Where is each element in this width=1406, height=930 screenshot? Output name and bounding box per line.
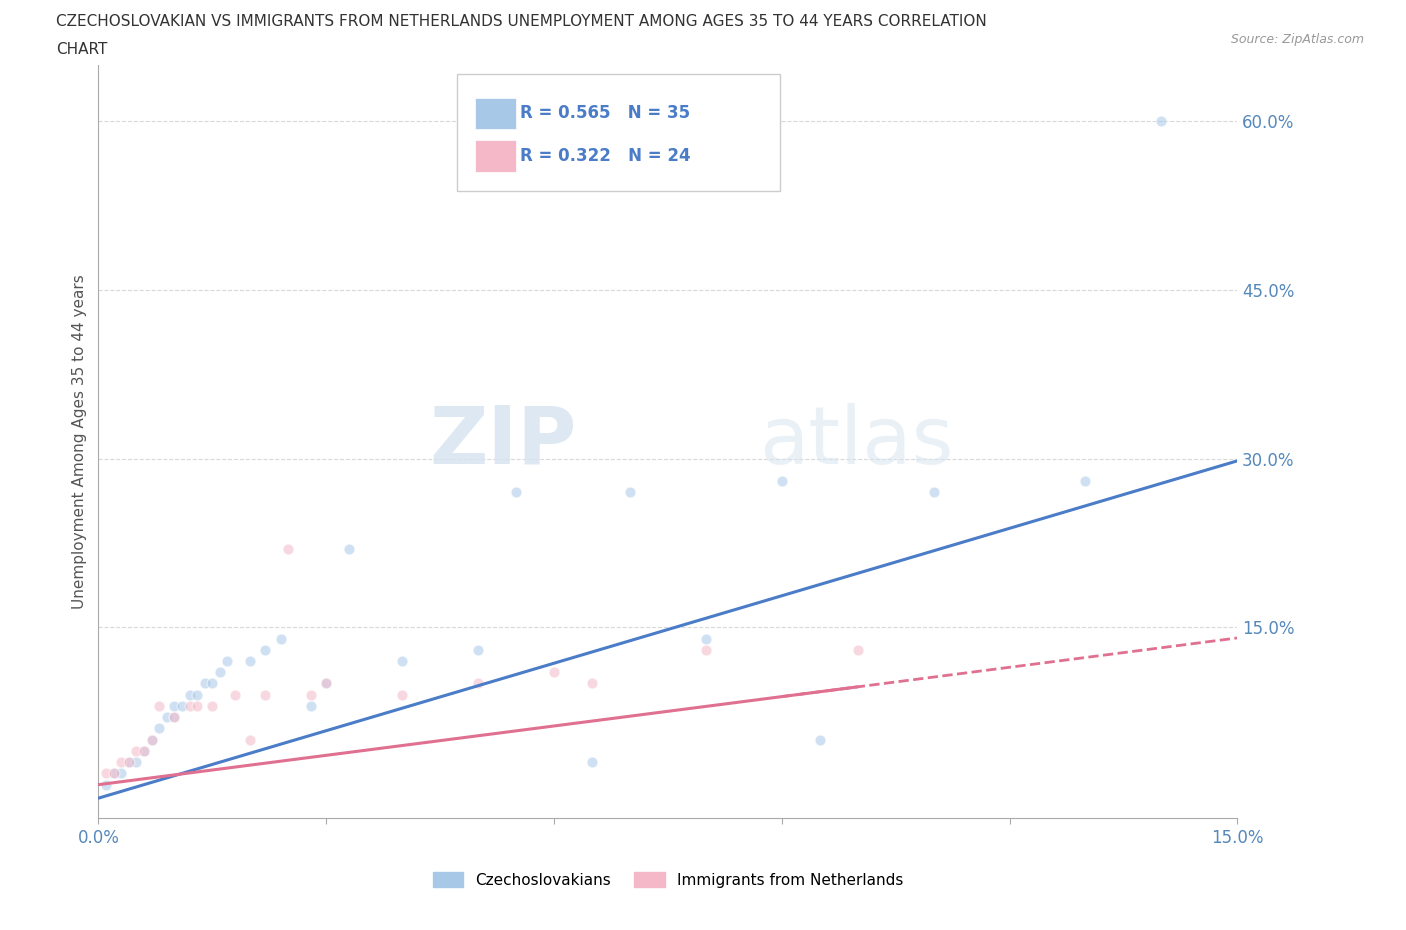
Point xyxy=(170,698,193,713)
Point xyxy=(103,766,125,781)
Point xyxy=(103,766,125,781)
Point xyxy=(156,710,179,724)
Point xyxy=(110,755,132,770)
Point xyxy=(391,654,413,669)
Point xyxy=(922,485,945,499)
Point xyxy=(208,665,231,680)
Point xyxy=(94,777,117,792)
Legend: Czechoslovakians, Immigrants from Netherlands: Czechoslovakians, Immigrants from Nether… xyxy=(426,866,910,894)
Point xyxy=(217,654,239,669)
Point xyxy=(581,676,603,691)
Point xyxy=(201,698,224,713)
Point xyxy=(299,687,322,702)
Point xyxy=(110,766,132,781)
Point xyxy=(94,766,117,781)
Point xyxy=(239,654,262,669)
Point xyxy=(1150,113,1173,128)
Point xyxy=(118,755,141,770)
Point xyxy=(299,698,322,713)
Point xyxy=(543,665,565,680)
Point xyxy=(141,732,163,747)
Point xyxy=(148,721,170,736)
Y-axis label: Unemployment Among Ages 35 to 44 years: Unemployment Among Ages 35 to 44 years xyxy=(72,274,87,609)
Point xyxy=(239,732,262,747)
Point xyxy=(179,698,201,713)
Point xyxy=(467,676,489,691)
Point xyxy=(505,485,527,499)
Point xyxy=(141,732,163,747)
Point xyxy=(391,687,413,702)
Point xyxy=(163,698,186,713)
Point xyxy=(194,676,217,691)
Text: CHART: CHART xyxy=(56,42,108,57)
Text: ZIP: ZIP xyxy=(429,403,576,481)
Point xyxy=(186,698,208,713)
Point xyxy=(179,687,201,702)
Point xyxy=(125,743,148,758)
Point xyxy=(695,631,717,646)
Point xyxy=(315,676,337,691)
Text: R = 0.565   N = 35: R = 0.565 N = 35 xyxy=(520,104,690,123)
Point xyxy=(808,732,831,747)
Point xyxy=(270,631,292,646)
Point xyxy=(846,643,869,658)
Point xyxy=(118,755,141,770)
Point xyxy=(770,473,793,488)
Point xyxy=(125,755,148,770)
Point xyxy=(337,541,360,556)
Point xyxy=(163,710,186,724)
Point xyxy=(619,485,641,499)
Point xyxy=(186,687,208,702)
Point xyxy=(254,643,277,658)
Point xyxy=(132,743,155,758)
Point xyxy=(277,541,299,556)
Point xyxy=(148,698,170,713)
Text: CZECHOSLOVAKIAN VS IMMIGRANTS FROM NETHERLANDS UNEMPLOYMENT AMONG AGES 35 TO 44 : CZECHOSLOVAKIAN VS IMMIGRANTS FROM NETHE… xyxy=(56,14,987,29)
Text: Source: ZipAtlas.com: Source: ZipAtlas.com xyxy=(1230,33,1364,46)
Point xyxy=(132,743,155,758)
Point xyxy=(163,710,186,724)
Text: atlas: atlas xyxy=(759,403,953,481)
Point xyxy=(581,755,603,770)
Point xyxy=(254,687,277,702)
Point xyxy=(1074,473,1097,488)
Point xyxy=(315,676,337,691)
Point xyxy=(695,643,717,658)
Point xyxy=(224,687,246,702)
Text: R = 0.322   N = 24: R = 0.322 N = 24 xyxy=(520,147,690,166)
Point xyxy=(201,676,224,691)
Point xyxy=(467,643,489,658)
